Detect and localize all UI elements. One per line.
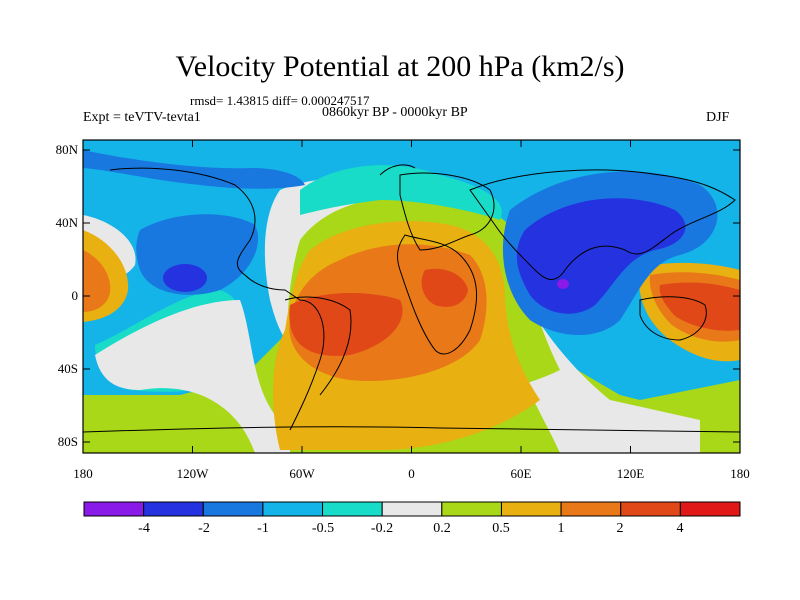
- x-label-120w: 120W: [176, 466, 209, 481]
- y-label-80n: 80N: [55, 142, 78, 157]
- colorbar-label: 1: [557, 521, 565, 536]
- colorbar-label: -0.2: [370, 521, 394, 536]
- experiment-label: Expt = teVTV-tevta1: [83, 110, 201, 125]
- y-label-0: 0: [71, 288, 79, 303]
- colorbar-label: 4: [676, 521, 684, 536]
- colorbar-label: 2: [616, 521, 624, 536]
- colorbar-swatch: [441, 501, 502, 517]
- colorbar-swatch: [679, 501, 741, 517]
- axis-ticks: [82, 140, 741, 453]
- colorbar-swatch: [322, 501, 383, 517]
- colorbar-label: -0.5: [311, 521, 335, 536]
- colorbar-swatch: [620, 501, 681, 517]
- x-label-0: 0: [408, 466, 415, 481]
- x-label-60w: 60W: [289, 466, 315, 481]
- colorbar-swatch: [500, 501, 562, 517]
- x-label-60e: 60E: [510, 466, 532, 481]
- season-label: DJF: [706, 110, 730, 125]
- coastlines: [83, 164, 740, 433]
- colorbar-swatch: [143, 501, 204, 517]
- y-label-40n: 40N: [55, 215, 78, 230]
- colorbar-swatch: [262, 501, 324, 517]
- stats-text: rmsd= 1.43815 diff= 0.000247517: [190, 93, 370, 108]
- x-label-180w: 180: [73, 466, 93, 481]
- colorbar-swatch: [381, 501, 443, 517]
- colorbar-swatch: [560, 501, 622, 517]
- x-label-120e: 120E: [616, 466, 645, 481]
- x-label-180e: 180: [730, 466, 750, 481]
- colorbar-swatch: [83, 501, 145, 517]
- y-label-80s: 80S: [57, 434, 78, 449]
- colorbar-label: -2: [198, 521, 210, 536]
- colorbar: [83, 501, 741, 517]
- colorbar-swatch: [202, 501, 264, 517]
- colorbar-label: 0.5: [492, 521, 510, 536]
- y-label-40s: 40S: [57, 361, 78, 376]
- colorbar-label: -1: [257, 521, 269, 536]
- colorbar-label: 0.2: [433, 521, 451, 536]
- colorbar-label: -4: [138, 521, 150, 536]
- contour-field: [83, 140, 740, 453]
- period-label: 0860kyr BP - 0000kyr BP: [322, 105, 468, 120]
- map-title: Velocity Potential at 200 hPa (km2/s): [175, 50, 625, 83]
